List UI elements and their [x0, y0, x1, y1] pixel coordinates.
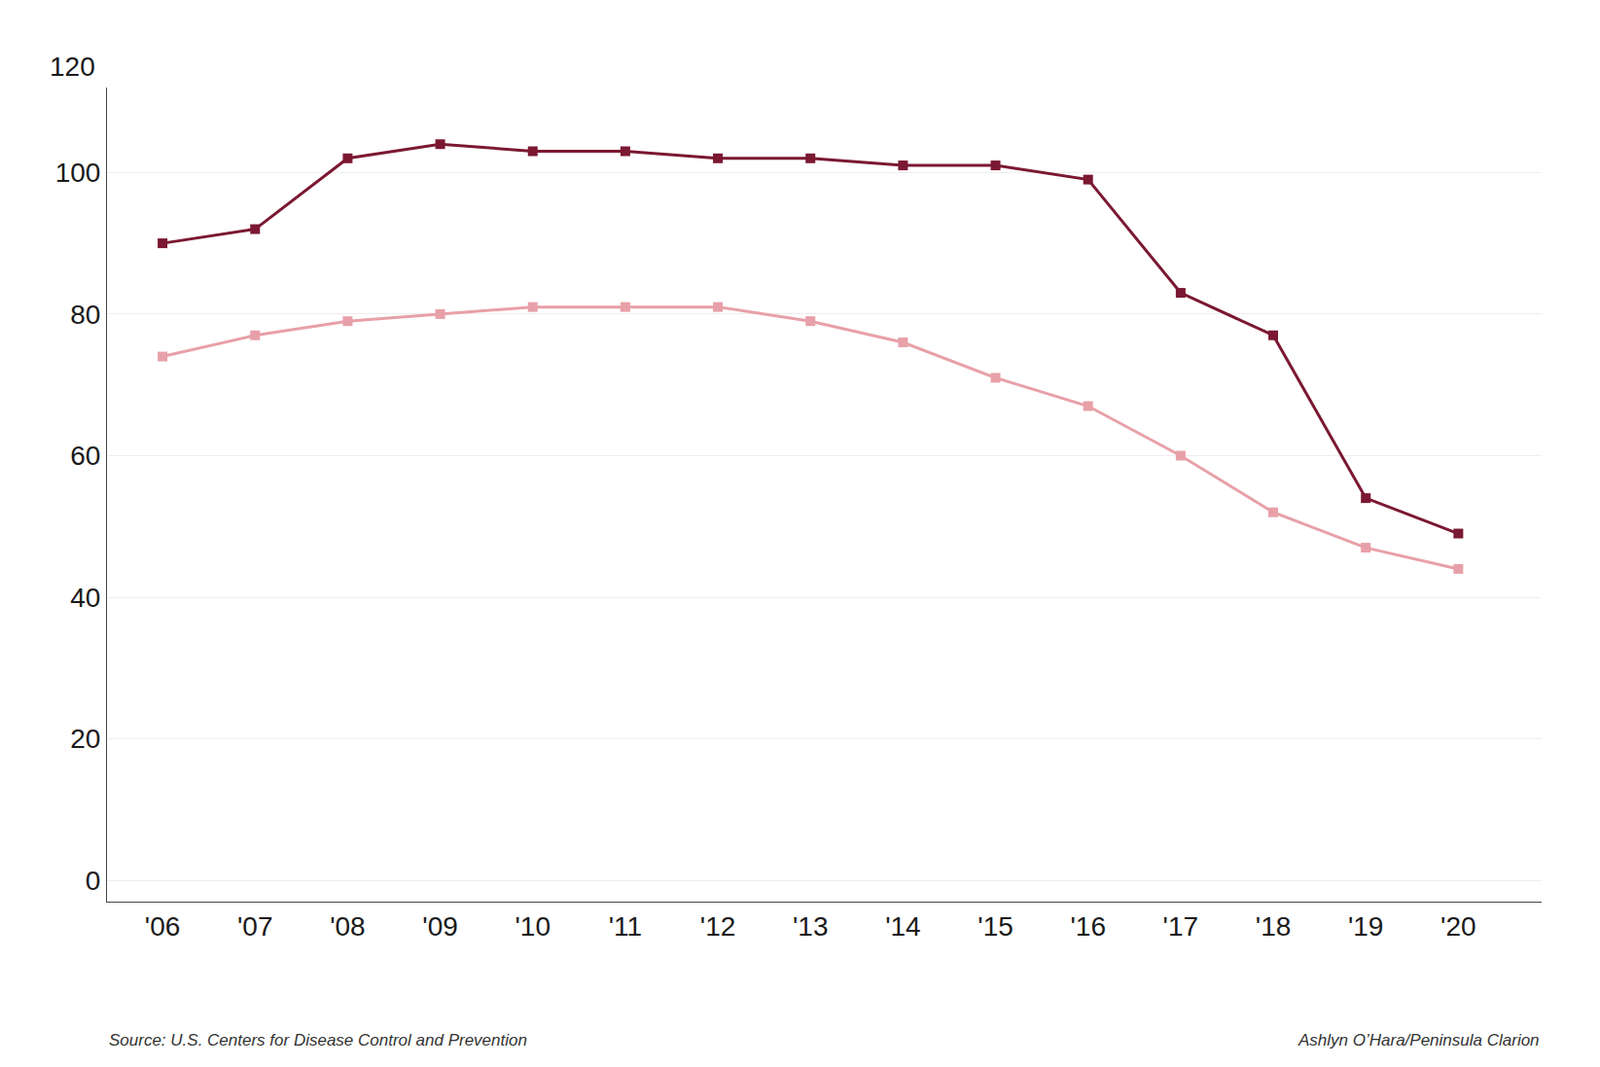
svg-text:'19: '19	[1348, 911, 1385, 942]
svg-text:'06: '06	[144, 911, 181, 942]
svg-text:20: 20	[70, 723, 101, 754]
svg-text:0: 0	[85, 865, 102, 896]
svg-text:'12: '12	[700, 911, 737, 942]
svg-text:40: 40	[70, 582, 101, 613]
svg-text:'08: '08	[329, 911, 366, 942]
svg-text:'18: '18	[1255, 911, 1292, 942]
svg-text:120: 120	[49, 51, 96, 82]
svg-text:'09: '09	[422, 911, 459, 942]
svg-text:'07: '07	[237, 911, 274, 942]
svg-text:'16: '16	[1069, 911, 1106, 942]
svg-text:'14: '14	[885, 911, 922, 942]
svg-text:'13: '13	[792, 911, 829, 942]
svg-text:Source: U.S. Centers for Disea: Source: U.S. Centers for Disease Control…	[108, 1031, 528, 1050]
svg-text:'11: '11	[608, 911, 642, 942]
svg-text:'15: '15	[977, 911, 1014, 942]
svg-text:'10: '10	[514, 911, 551, 942]
svg-text:'20: '20	[1440, 911, 1477, 942]
svg-text:80: 80	[70, 299, 101, 330]
svg-text:'17: '17	[1163, 911, 1200, 942]
svg-text:60: 60	[70, 440, 101, 471]
svg-text:100: 100	[55, 157, 102, 188]
svg-text:Ashlyn O’Hara/Peninsula Clario: Ashlyn O’Hara/Peninsula Clarion	[1297, 1031, 1540, 1050]
